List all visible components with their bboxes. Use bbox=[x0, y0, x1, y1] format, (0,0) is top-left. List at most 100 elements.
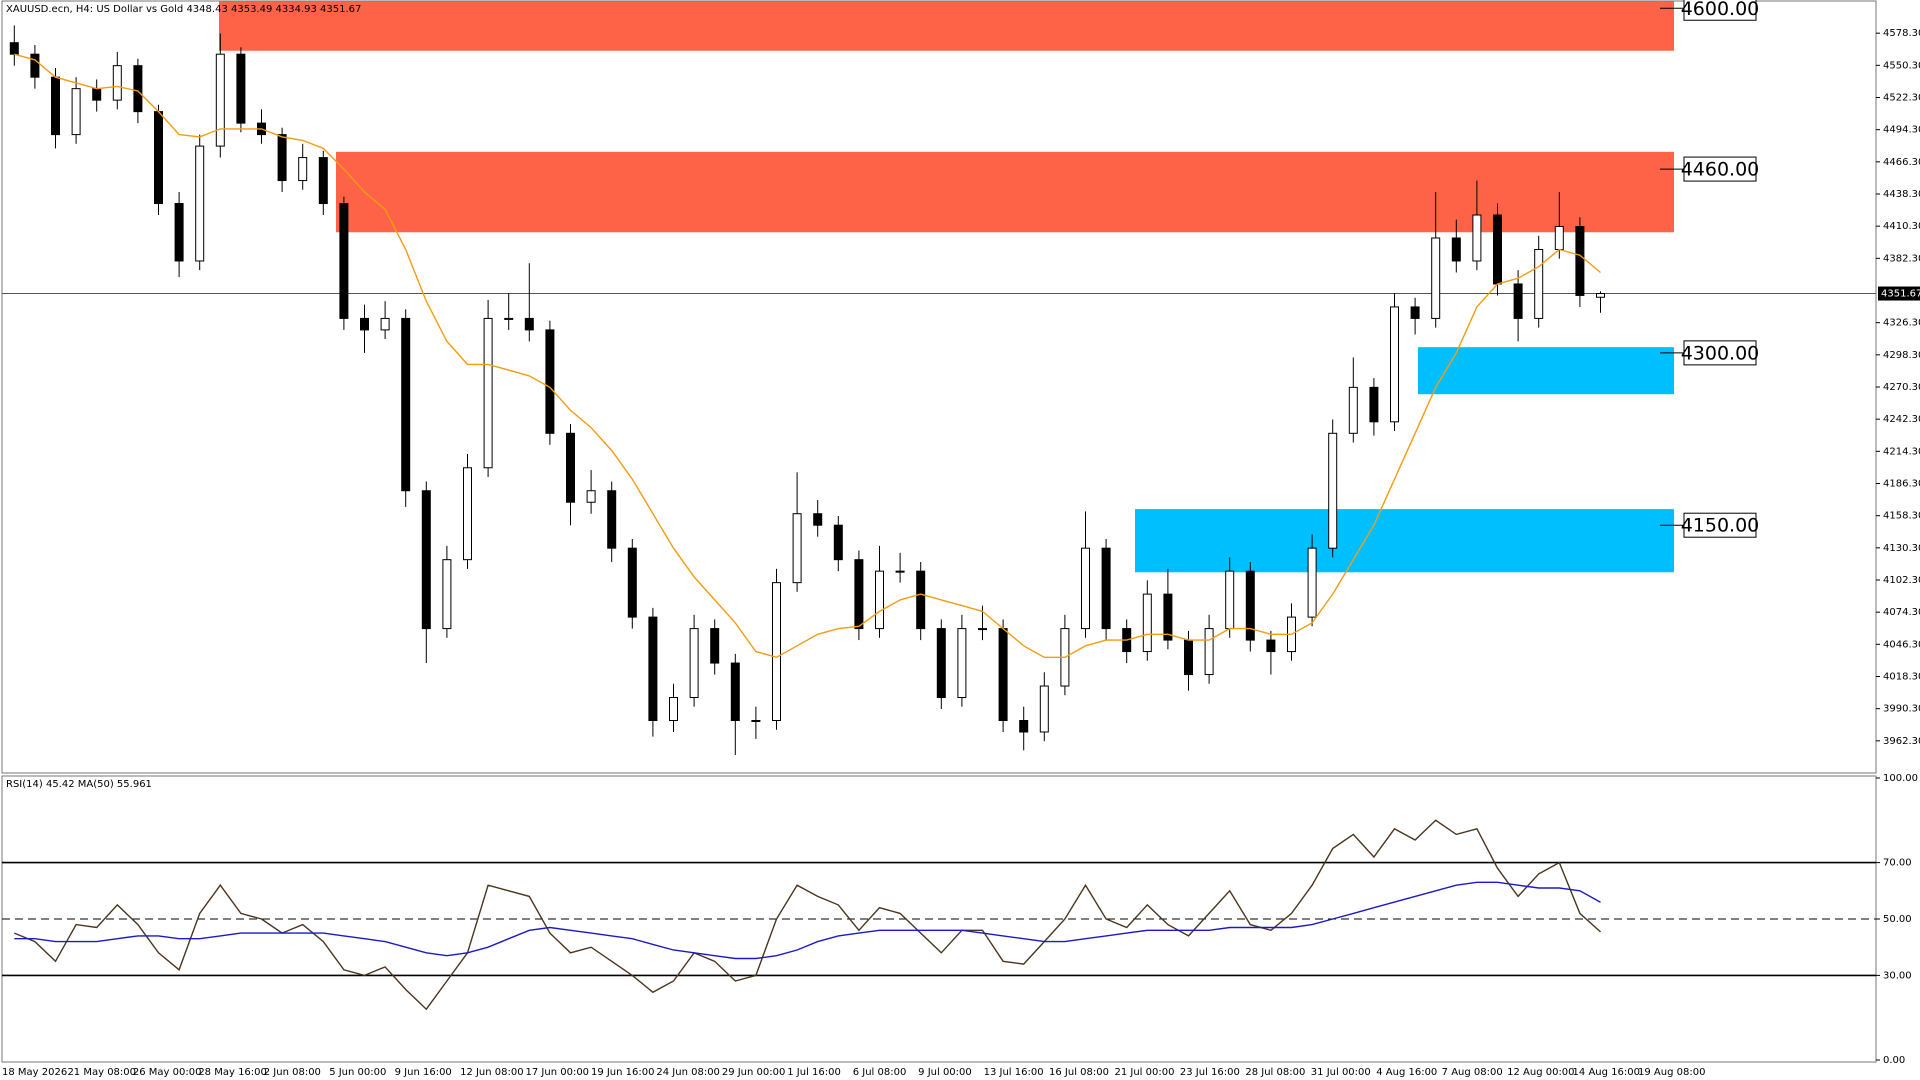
candle-body bbox=[854, 559, 864, 630]
candle-body bbox=[566, 432, 575, 503]
y-tick-label: 4130.30 bbox=[1883, 543, 1920, 554]
zone bbox=[219, 1, 1674, 51]
candle-body bbox=[1348, 386, 1358, 434]
x-tick-label: 23 Jul 16:00 bbox=[1180, 1067, 1240, 1078]
candle-body bbox=[463, 467, 472, 561]
candle-body bbox=[71, 88, 81, 136]
candle-body bbox=[1554, 226, 1564, 250]
y-tick-label: 0.00 bbox=[1883, 1055, 1905, 1066]
candle-body bbox=[112, 65, 122, 101]
candle-body bbox=[215, 53, 225, 147]
y-tick-label: 30.00 bbox=[1883, 970, 1912, 981]
zone-label-box bbox=[1683, 0, 1757, 21]
x-tick-label: 28 May 16:00 bbox=[198, 1067, 267, 1078]
x-tick-label: 12 Aug 00:00 bbox=[1507, 1067, 1574, 1078]
candle-body bbox=[318, 157, 328, 205]
candle-body bbox=[545, 329, 555, 434]
y-tick-label: 4298.30 bbox=[1883, 350, 1920, 361]
candle-body bbox=[1513, 283, 1523, 319]
candle-body bbox=[1596, 293, 1605, 298]
candle-body bbox=[1493, 214, 1502, 285]
y-tick-label: 4046.30 bbox=[1883, 639, 1920, 650]
candle-body bbox=[648, 616, 658, 721]
candle-body bbox=[9, 42, 19, 55]
x-tick-label: 18 May 2026 bbox=[2, 1067, 67, 1078]
zone-label: 4460.00 bbox=[1681, 159, 1760, 181]
y-tick-label: 4382.30 bbox=[1883, 253, 1920, 264]
y-tick-label: 4186.30 bbox=[1883, 479, 1920, 490]
x-tick-label: 9 Jul 00:00 bbox=[918, 1067, 972, 1078]
candle-body bbox=[1163, 593, 1173, 641]
candle-body bbox=[1142, 593, 1152, 653]
x-tick-label: 12 Jun 08:00 bbox=[460, 1067, 524, 1078]
zone bbox=[1135, 509, 1674, 573]
y-tick-label: 3990.30 bbox=[1883, 704, 1920, 715]
x-tick-label: 28 Jul 08:00 bbox=[1245, 1067, 1305, 1078]
candle-body bbox=[174, 203, 184, 262]
candle-body bbox=[1451, 237, 1461, 262]
candle-body bbox=[916, 570, 926, 630]
y-tick-label: 4494.30 bbox=[1883, 125, 1920, 136]
candle-body bbox=[442, 559, 452, 630]
y-tick-label: 4410.30 bbox=[1883, 221, 1920, 232]
candle-body bbox=[339, 203, 349, 319]
candle-body bbox=[710, 628, 720, 664]
x-tick-label: 24 Jun 08:00 bbox=[656, 1067, 720, 1078]
candle-body bbox=[1369, 386, 1379, 423]
candle-body bbox=[1101, 547, 1111, 630]
x-tick-label: 26 May 00:00 bbox=[133, 1067, 202, 1078]
candle-body bbox=[1410, 306, 1420, 319]
candle-body bbox=[669, 697, 678, 721]
x-tick-label: 7 Aug 08:00 bbox=[1442, 1067, 1503, 1078]
y-tick-label: 4242.30 bbox=[1883, 414, 1920, 425]
y-tick-label: 4074.30 bbox=[1883, 607, 1920, 618]
candle-body bbox=[1225, 570, 1235, 630]
candle-body bbox=[483, 317, 493, 469]
zone-label-box bbox=[1683, 512, 1757, 538]
candle-body bbox=[1184, 639, 1193, 676]
y-tick-label: 4270.30 bbox=[1883, 382, 1920, 393]
x-tick-label: 16 Jul 08:00 bbox=[1049, 1067, 1109, 1078]
zone-label: 4300.00 bbox=[1681, 342, 1760, 364]
zone bbox=[336, 151, 1674, 233]
candle-body bbox=[1431, 237, 1441, 319]
y-tick-label: 4102.30 bbox=[1883, 575, 1920, 586]
y-tick-label: 100.00 bbox=[1883, 773, 1918, 784]
candle-body bbox=[504, 317, 514, 320]
y-tick-label: 4466.30 bbox=[1883, 157, 1920, 168]
candle-body bbox=[1328, 432, 1338, 549]
x-tick-label: 1 Jul 16:00 bbox=[787, 1067, 841, 1078]
candle-body bbox=[401, 317, 411, 492]
candle-body bbox=[380, 317, 390, 331]
y-tick-label: 4550.30 bbox=[1883, 60, 1920, 71]
x-tick-label: 19 Jun 16:00 bbox=[591, 1067, 655, 1078]
candle-body bbox=[689, 628, 699, 699]
y-tick-label: 50.00 bbox=[1883, 914, 1912, 925]
zone-label: 4150.00 bbox=[1681, 515, 1760, 537]
candle-body bbox=[1204, 628, 1214, 676]
x-tick-label: 21 May 08:00 bbox=[67, 1067, 136, 1078]
y-tick-label: 4326.30 bbox=[1883, 318, 1920, 329]
candle-body bbox=[998, 628, 1008, 721]
candle-body bbox=[730, 662, 740, 721]
y-tick-label: 4438.30 bbox=[1883, 189, 1920, 200]
candle-body bbox=[772, 582, 781, 721]
candle-body bbox=[1575, 226, 1585, 296]
candle-body bbox=[813, 513, 823, 526]
candle-body bbox=[936, 628, 946, 699]
candle-body bbox=[978, 628, 987, 631]
candle-body bbox=[1019, 719, 1029, 733]
x-tick-label: 19 Aug 08:00 bbox=[1638, 1067, 1705, 1078]
candle-body bbox=[1245, 570, 1255, 641]
candle-body bbox=[524, 317, 534, 331]
zone-label-box bbox=[1683, 156, 1757, 182]
indicator-line bbox=[14, 881, 1601, 960]
x-tick-label: 6 Jul 08:00 bbox=[853, 1067, 907, 1078]
candle-body bbox=[236, 53, 246, 124]
x-tick-label: 31 Jul 00:00 bbox=[1311, 1067, 1371, 1078]
candle-body bbox=[421, 490, 431, 630]
candle-body bbox=[1266, 639, 1276, 653]
x-tick-label: 5 Jun 00:00 bbox=[329, 1067, 386, 1078]
indicator-header: RSI(14) 45.42 MA(50) 55.961 bbox=[6, 779, 152, 790]
